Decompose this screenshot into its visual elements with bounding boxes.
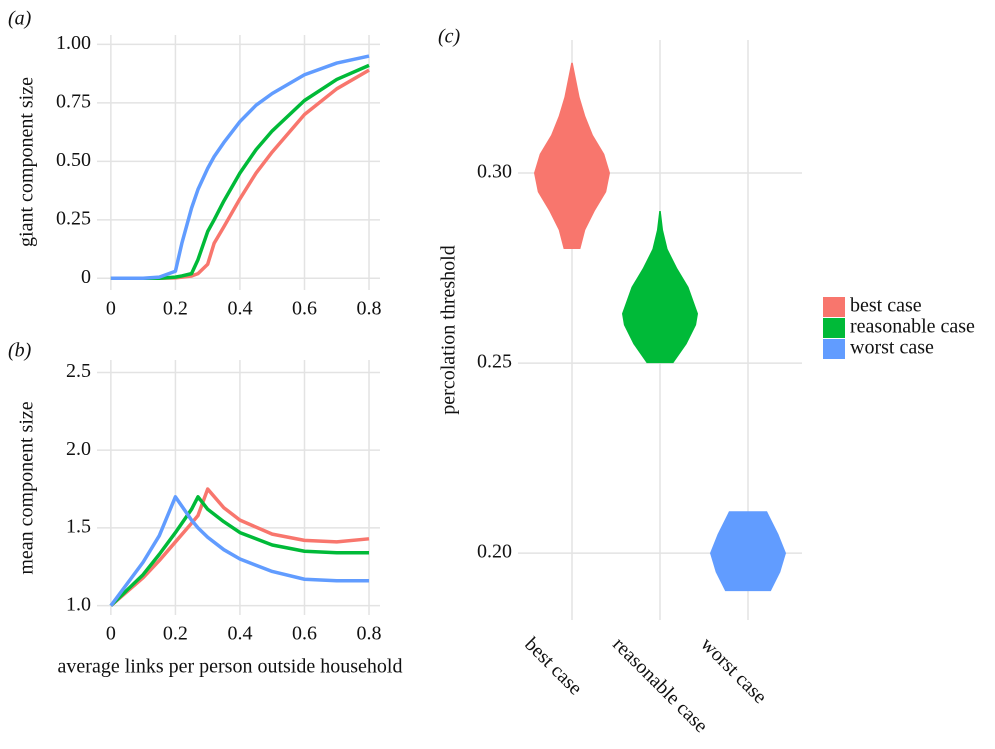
series-line [109,487,370,607]
x-tick-label: worst case [696,633,771,708]
legend-label: best case [850,295,922,317]
x-axis-title: average links per person outside househo… [58,656,403,678]
y-tick-label: 1.0 [66,593,91,615]
y-tick-label: 0.50 [56,149,91,171]
y-tick-label: 0.20 [477,541,512,563]
x-tick-label: 0.2 [163,623,188,645]
series-line [109,495,370,607]
y-tick-label: 0 [81,266,91,288]
legend-swatch [823,297,845,317]
y-tick-label: 0.25 [477,351,512,373]
y-tick-label: 0.25 [56,207,91,229]
y-axis-title: giant component size [16,77,38,247]
x-tick-label: 0.6 [292,623,317,645]
series-line [109,495,370,607]
y-axis-title: mean component size [16,401,38,574]
x-tick-label: 0.4 [227,623,252,645]
violin [534,62,610,250]
x-tick-label: 0.6 [292,298,317,320]
panel-label: (a) [8,8,32,30]
violin [622,211,698,364]
y-tick-label: 2.5 [66,360,91,382]
panel-label: (b) [8,340,32,362]
violin [710,511,786,592]
x-tick-label: 0.8 [357,623,382,645]
legend-swatch [823,339,845,359]
x-tick-label: 0.2 [163,298,188,320]
legend-label: worst case [850,337,934,359]
y-tick-label: 2.0 [66,438,91,460]
y-tick-label: 0.75 [56,90,91,112]
series-line [110,63,370,281]
series-line [110,54,370,281]
panel-label: (c) [438,26,461,48]
x-tick-label: 0 [106,623,116,645]
y-tick-label: 0.30 [477,161,512,183]
y-tick-label: 1.5 [66,516,91,538]
x-tick-label: 0.8 [357,298,382,320]
y-tick-label: 1.00 [56,32,91,54]
y-axis-title: percolation threshold [438,245,460,414]
legend-label: reasonable case [850,316,975,338]
x-tick-label: best case [520,633,586,699]
x-tick-label: 0 [106,298,116,320]
x-tick-label: 0.4 [227,298,252,320]
legend-swatch [823,318,845,338]
